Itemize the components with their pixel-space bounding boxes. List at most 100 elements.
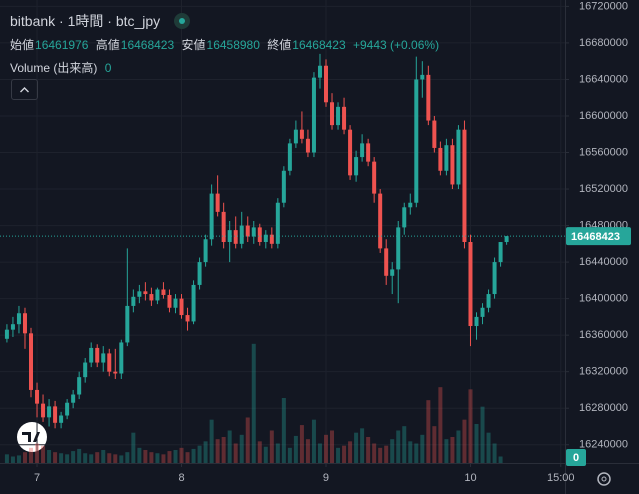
candle-body (275, 202, 280, 244)
candle-body (426, 74, 431, 121)
logo-mark (22, 432, 40, 442)
candle-body (191, 284, 196, 322)
volume-bar (221, 437, 226, 463)
volume-bar (215, 439, 220, 463)
candle-body (372, 161, 377, 194)
y-tick-label: 16280000 (579, 402, 628, 414)
volume-bar (396, 430, 401, 463)
legend-title-row: bitbank · 1時間 · btc_jpy (10, 11, 191, 31)
chart-title: bitbank · 1時間 · btc_jpy (10, 13, 161, 29)
volume-value: 0 (104, 61, 112, 75)
candle-body (239, 225, 244, 244)
volume-bar (408, 441, 413, 463)
candle-body (366, 143, 371, 162)
volume-bar (456, 430, 461, 463)
volume-bar (16, 455, 21, 463)
candle-body (354, 157, 359, 176)
volume-bar (35, 443, 40, 463)
gear-center (601, 476, 607, 482)
volume-bar (149, 452, 154, 463)
y-tick-label: 16360000 (579, 329, 628, 341)
volume-bar (41, 445, 46, 463)
candle-body (137, 291, 142, 297)
volume-bar (119, 455, 124, 463)
candle-body (378, 193, 383, 249)
volume-bar (330, 430, 335, 463)
chevron-path (20, 87, 29, 93)
candle-body (16, 313, 21, 325)
volume-bar (53, 452, 58, 463)
volume-bar (10, 456, 15, 463)
candle-body (185, 315, 190, 322)
low-label: 安値 (181, 38, 206, 52)
volume-bar (185, 452, 190, 463)
close-value: 16468423 (292, 38, 346, 52)
candle-body (215, 193, 220, 212)
volume-bar (432, 426, 437, 463)
candle-body (462, 129, 467, 243)
volume-bar (203, 441, 208, 463)
volume-bar (65, 454, 70, 463)
volume-bar (342, 445, 347, 463)
volume-bar (336, 447, 341, 463)
change-value: +9443 (+0.06%) (353, 38, 440, 52)
volume-bar (402, 426, 407, 463)
volume-bar (444, 439, 449, 463)
collapse-button[interactable] (11, 79, 38, 100)
volume-bar (179, 447, 184, 463)
volume-bar (71, 451, 76, 463)
candle-body (29, 333, 34, 390)
high-label: 高値 (95, 38, 120, 52)
volume-bar (101, 450, 106, 463)
last-price-tag (566, 227, 631, 246)
candle-body (101, 353, 106, 363)
candle-body (468, 242, 473, 327)
gear[interactable] (597, 472, 611, 486)
settings-icon[interactable] (597, 472, 611, 486)
candle-body (360, 143, 365, 158)
volume-bar (59, 453, 64, 463)
candle-body (119, 342, 124, 374)
candle-body (444, 145, 449, 171)
y-tick-label: 16720000 (579, 0, 628, 12)
grid (0, 0, 565, 463)
volume-row: Volume (出来高) 0 (10, 59, 115, 76)
volume-bar (492, 443, 497, 463)
volume-bar (438, 387, 443, 463)
volume-bar (251, 343, 256, 463)
y-tick-label: 16600000 (579, 110, 628, 122)
candle-body (197, 262, 202, 285)
candle-body (209, 193, 214, 240)
candle-body (167, 294, 172, 308)
candle-body (396, 227, 401, 270)
candle-body (173, 298, 178, 308)
volume-bar (167, 451, 172, 463)
candle-body (71, 394, 76, 403)
candle-body (402, 207, 407, 228)
volume-bar (486, 432, 491, 463)
candle-body (47, 406, 52, 418)
volume-bar (209, 419, 214, 463)
candle-body (456, 129, 461, 185)
volume-bar (305, 439, 310, 463)
volume-label: Volume (出来高) (10, 61, 98, 75)
volume-bar (197, 445, 202, 463)
candle-body (504, 236, 509, 243)
candle-body (149, 294, 154, 301)
volume-bar (372, 443, 377, 463)
volume-bar (89, 454, 94, 463)
candle-body (113, 371, 118, 374)
volume-bar (426, 400, 431, 463)
y-tick-label: 16640000 (579, 73, 628, 85)
y-tick-label: 16320000 (579, 366, 628, 378)
volume-bar (468, 389, 473, 463)
candle-body (281, 170, 286, 203)
volume-bar (173, 450, 178, 463)
candle-body (245, 225, 250, 237)
candle-body (390, 269, 395, 276)
candle-body (438, 147, 443, 171)
candle-body (179, 298, 184, 316)
status-dot (174, 13, 191, 29)
candle-body (22, 313, 27, 334)
